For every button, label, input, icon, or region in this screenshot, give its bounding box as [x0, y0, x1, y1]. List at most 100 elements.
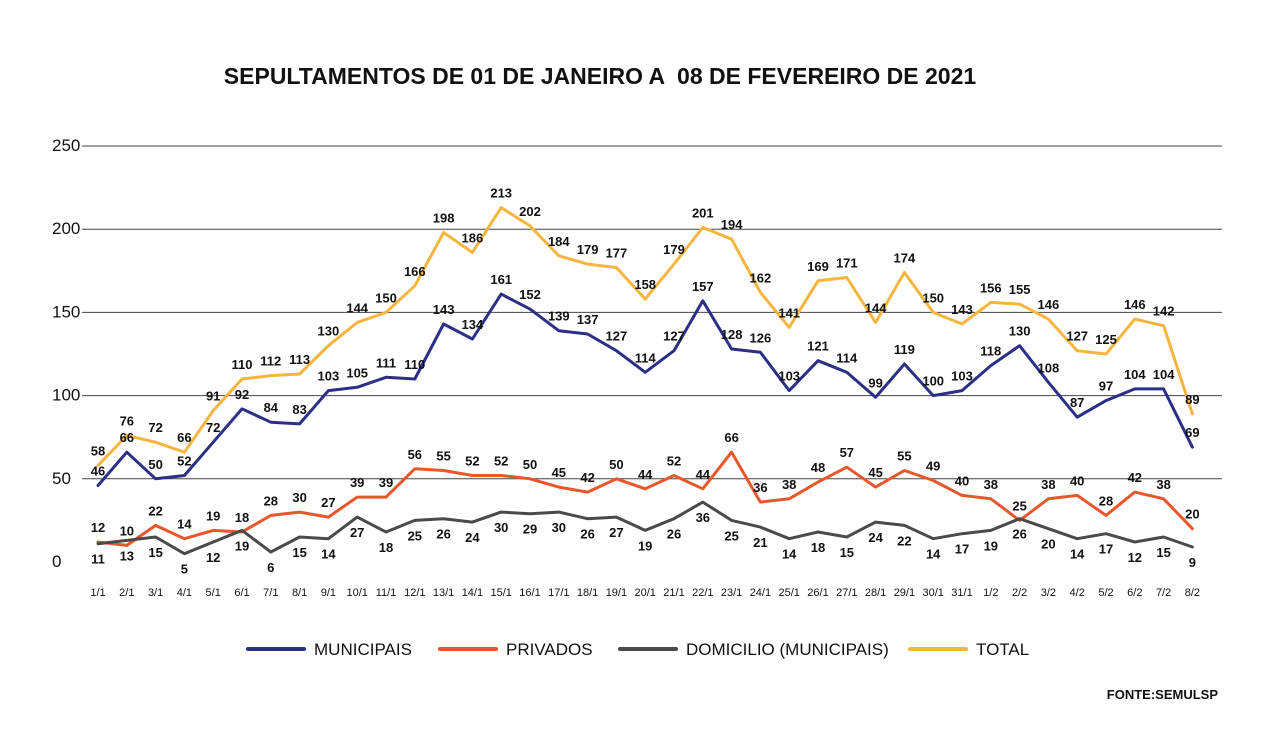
data-label-municipais: 118	[980, 344, 1001, 359]
y-tick-label: 200	[52, 219, 80, 238]
x-tick-label: 16/1	[519, 587, 540, 599]
data-label-privados: 10	[120, 523, 134, 538]
x-tick-label: 21/1	[663, 587, 684, 599]
data-label-municipais: 69	[1185, 425, 1199, 440]
x-axis-ticks: 1/1 2/1 3/1 4/1 5/1 6/1 7/1 8/1 9/1 10/1 11/1 12/1 1…	[90, 587, 1200, 599]
data-label-total: 186	[462, 230, 484, 245]
x-tick-label: 2/1	[119, 587, 134, 599]
x-tick-label: 17/1	[548, 587, 569, 599]
y-tick-label: 100	[52, 386, 80, 405]
data-label-total: 184	[548, 234, 570, 249]
data-label-domicilio-municipais: 15	[292, 545, 306, 560]
data-label-municipais: 126	[750, 330, 772, 345]
data-label-domicilio-municipais: 17	[1099, 542, 1113, 557]
data-label-privados: 52	[465, 453, 479, 468]
data-label-total: 202	[519, 204, 541, 219]
data-label-municipais: 103	[318, 369, 340, 384]
data-label-domicilio-municipais: 30	[552, 520, 566, 535]
data-label-domicilio-municipais: 15	[1156, 545, 1170, 560]
data-label-privados: 38	[984, 477, 998, 492]
data-label-total: 110	[232, 357, 253, 372]
data-label-municipais: 87	[1070, 395, 1084, 410]
y-tick-label: 150	[52, 302, 80, 321]
data-label-municipais: 99	[868, 375, 882, 390]
data-label-privados: 40	[1070, 473, 1084, 488]
data-label-domicilio-municipais: 20	[1041, 537, 1055, 552]
data-label-privados: 55	[897, 448, 911, 463]
data-label-privados: 36	[753, 480, 767, 495]
x-tick-label: 11/1	[376, 587, 397, 599]
data-label-privados: 22	[148, 503, 162, 518]
data-label-domicilio-municipais: 14	[926, 547, 941, 562]
data-label-total: 130	[318, 324, 340, 339]
series-line-total	[96, 206, 1194, 467]
chart-title: SEPULTAMENTOS DE 01 DE JANEIRO A 08 DE F…	[224, 63, 977, 89]
x-tick-label: 8/2	[1185, 587, 1200, 599]
x-tick-label: 1/2	[983, 587, 998, 599]
data-label-municipais: 72	[206, 420, 220, 435]
data-label-total: 150	[375, 290, 397, 305]
legend-label-total: TOTAL	[976, 640, 1029, 659]
x-tick-label: 3/1	[148, 587, 163, 599]
data-label-domicilio-municipais: 19	[235, 538, 249, 553]
y-tick-label: 50	[52, 469, 71, 488]
x-tick-label: 29/1	[894, 587, 915, 599]
data-label-domicilio-municipais: 14	[321, 547, 336, 562]
x-tick-label: 7/2	[1156, 587, 1171, 599]
data-label-domicilio-municipais: 14	[1070, 547, 1085, 562]
data-label-total: 127	[1066, 329, 1088, 344]
x-tick-label: 5/1	[206, 587, 221, 599]
data-label-municipais: 103	[951, 369, 973, 384]
data-label-privados: 57	[840, 445, 854, 460]
data-label-privados: 19	[206, 508, 220, 523]
data-label-total: 201	[692, 206, 714, 221]
data-label-total: 162	[750, 270, 772, 285]
data-label-privados: 14	[177, 517, 192, 532]
data-label-privados: 12	[91, 520, 105, 535]
data-label-privados: 42	[1128, 470, 1142, 485]
data-label-domicilio-municipais: 12	[1128, 550, 1142, 565]
data-label-domicilio-municipais: 26	[1012, 527, 1026, 542]
data-label-domicilio-municipais: 19	[984, 538, 998, 553]
series-line-privados	[96, 450, 1194, 547]
x-tick-label: 26/1	[807, 587, 828, 599]
data-label-privados: 44	[696, 467, 711, 482]
data-label-domicilio-municipais: 36	[696, 510, 710, 525]
x-tick-label: 6/1	[234, 587, 249, 599]
data-label-privados: 45	[552, 465, 566, 480]
data-label-privados: 38	[1041, 477, 1055, 492]
x-tick-label: 31/1	[951, 587, 972, 599]
data-label-total: 58	[91, 443, 105, 458]
data-label-total: 171	[836, 255, 858, 270]
data-label-domicilio-municipais: 11	[91, 552, 105, 567]
x-tick-label: 9/1	[321, 587, 336, 599]
data-label-municipais: 137	[577, 312, 599, 327]
data-label-total: 174	[894, 250, 916, 265]
data-label-municipais: 161	[490, 272, 512, 287]
x-tick-label: 14/1	[462, 587, 483, 599]
y-tick-label: 250	[52, 136, 80, 155]
x-tick-label: 10/1	[346, 587, 367, 599]
data-label-municipais: 119	[894, 342, 915, 357]
x-tick-label: 19/1	[606, 587, 627, 599]
data-label-total: 213	[490, 186, 512, 201]
data-label-municipais: 66	[120, 430, 134, 445]
data-label-municipais: 50	[148, 457, 162, 472]
data-label-total: 112	[260, 354, 281, 369]
data-label-domicilio-municipais: 30	[494, 520, 508, 535]
x-tick-label: 5/2	[1098, 587, 1113, 599]
series-lines	[96, 206, 1194, 556]
data-label-domicilio-municipais: 22	[897, 533, 911, 548]
x-tick-label: 20/1	[634, 587, 655, 599]
data-label-domicilio-municipais: 13	[120, 548, 134, 563]
data-label-municipais: 52	[177, 453, 191, 468]
data-label-privados: 20	[1185, 507, 1199, 522]
data-label-municipais: 97	[1099, 379, 1113, 394]
data-label-privados: 48	[811, 460, 825, 475]
data-label-privados: 39	[350, 475, 364, 490]
data-label-domicilio-municipais: 26	[580, 527, 594, 542]
x-tick-label: 13/1	[433, 587, 454, 599]
data-label-domicilio-municipais: 5	[181, 562, 188, 577]
